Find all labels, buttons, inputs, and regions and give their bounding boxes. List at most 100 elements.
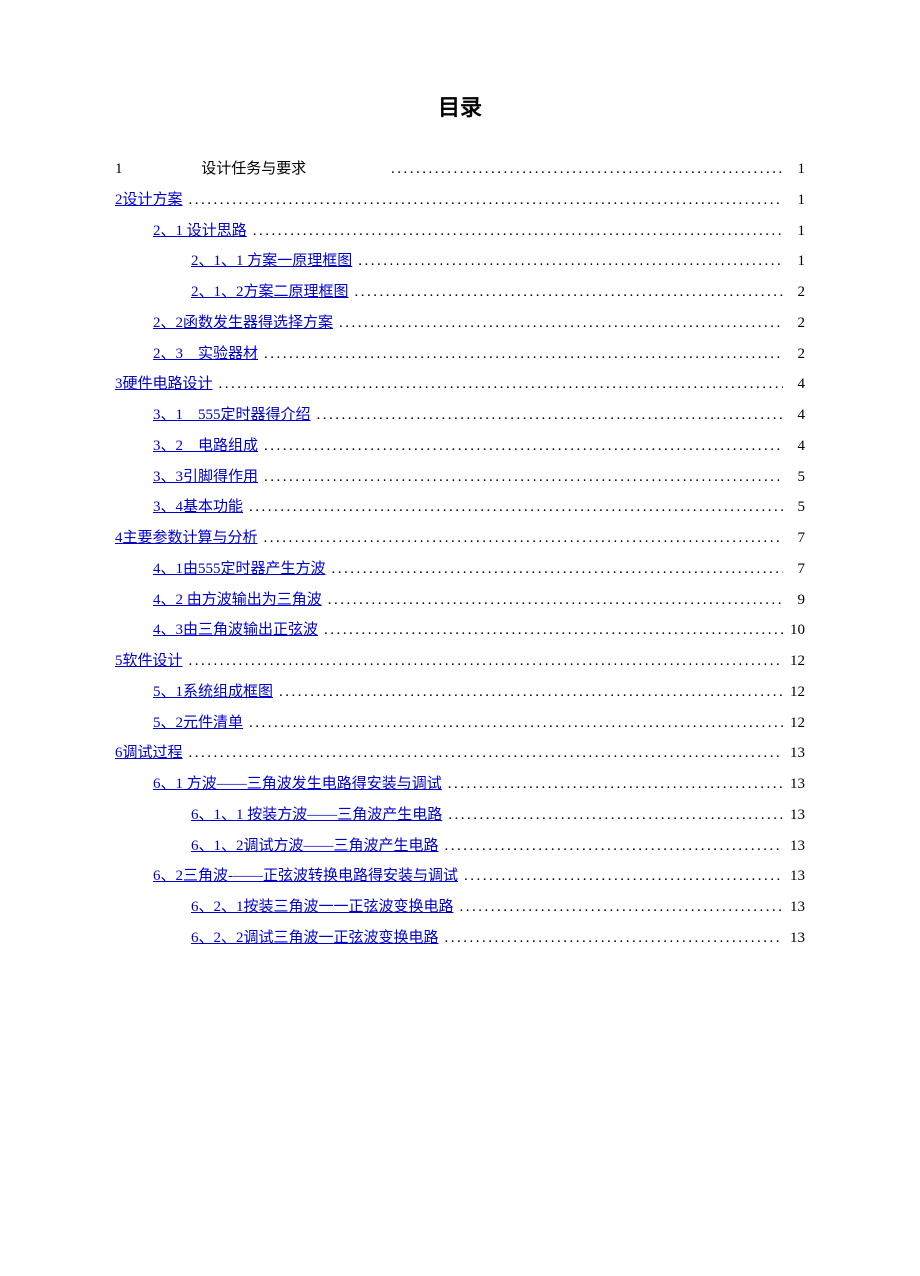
toc-entry-label[interactable]: 2、1、2方案二原理框图	[191, 277, 349, 308]
toc-page-number: 7	[787, 554, 805, 585]
toc-entry: 2、3 实验器材 2	[115, 339, 805, 370]
toc-entry-label[interactable]: 4、3由三角波输出正弦波	[153, 615, 318, 646]
toc-page-number: 5	[787, 462, 805, 493]
toc-leader-dots	[391, 154, 783, 185]
toc-page-number: 13	[787, 769, 805, 800]
toc-entry-label[interactable]: 6调试过程	[115, 738, 183, 769]
toc-leader-dots	[460, 892, 783, 923]
toc-entry: 1设计任务与要求1	[115, 154, 805, 185]
toc-page-number: 2	[787, 308, 805, 339]
toc-entry-label[interactable]: 5、2元件清单	[153, 708, 243, 739]
toc-page-number: 1	[787, 216, 805, 247]
toc-entry-label[interactable]: 2、2函数发生器得选择方案	[153, 308, 333, 339]
toc-entry-number: 1	[115, 154, 123, 185]
toc-entry-label[interactable]: 6、2、1按装三角波一一正弦波变换电路	[191, 892, 454, 923]
toc-entry-label[interactable]: 3、4基本功能	[153, 492, 243, 523]
toc-entry: 6调试过程 13	[115, 738, 805, 769]
toc-entry: 5软件设计 12	[115, 646, 805, 677]
toc-entry: 6、1、2调试方波——三角波产生电路 13	[115, 831, 805, 862]
toc-entry: 2、1 设计思路 1	[115, 216, 805, 247]
toc-page-number: 1	[787, 246, 805, 277]
toc-page-number: 13	[787, 923, 805, 954]
toc-page-number: 2	[787, 277, 805, 308]
toc-entry-label[interactable]: 6、1、2调试方波——三角波产生电路	[191, 831, 439, 862]
toc-entry-label[interactable]: 3、3引脚得作用	[153, 462, 258, 493]
toc-entry-label[interactable]: 6、2三角波-——正弦波转换电路得安装与调试	[153, 861, 458, 892]
toc-entry: 3、3引脚得作用 5	[115, 462, 805, 493]
toc-page-number: 4	[787, 400, 805, 431]
toc-leader-dots	[253, 216, 783, 247]
toc-page-number: 13	[787, 892, 805, 923]
toc-leader-dots	[189, 646, 783, 677]
toc-leader-dots	[328, 585, 783, 616]
toc-leader-dots	[317, 400, 783, 431]
toc-entry-label[interactable]: 4主要参数计算与分析	[115, 523, 258, 554]
toc-leader-dots	[324, 615, 783, 646]
toc-entry-label[interactable]: 5软件设计	[115, 646, 183, 677]
toc-leader-dots	[264, 523, 783, 554]
toc-page-number: 12	[787, 646, 805, 677]
toc-entry: 6、1 方波——三角波发生电路得安装与调试 13	[115, 769, 805, 800]
toc-leader-dots	[189, 738, 783, 769]
toc-leader-dots	[445, 923, 783, 954]
toc-leader-dots	[249, 708, 783, 739]
toc-page-number: 4	[787, 369, 805, 400]
toc-entry-label[interactable]: 6、2、2调试三角波一正弦波变换电路	[191, 923, 439, 954]
toc-entry: 6、1、1 按装方波——三角波产生电路13	[115, 800, 805, 831]
toc-page-number: 13	[787, 861, 805, 892]
toc-page-number: 10	[787, 615, 805, 646]
toc-page-number: 1	[787, 185, 805, 216]
toc-page-number: 13	[787, 738, 805, 769]
toc-entry-label[interactable]: 2、1 设计思路	[153, 216, 247, 247]
toc-entry: 4、3由三角波输出正弦波 10	[115, 615, 805, 646]
toc-entry-label[interactable]: 4、2 由方波输出为三角波	[153, 585, 322, 616]
toc-leader-dots	[448, 769, 783, 800]
toc-leader-dots	[355, 277, 783, 308]
toc-page-number: 7	[787, 523, 805, 554]
toc-leader-dots	[264, 339, 783, 370]
toc-page-number: 1	[787, 154, 805, 185]
toc-page-number: 13	[787, 831, 805, 862]
toc-entry-label[interactable]: 4、1由555定时器产生方波	[153, 554, 326, 585]
toc-entry: 2设计方案 1	[115, 185, 805, 216]
toc-page-number: 12	[787, 677, 805, 708]
toc-entry: 3、4基本功能 5	[115, 492, 805, 523]
toc-entry: 3、1 555定时器得介绍 4	[115, 400, 805, 431]
toc-entry-label[interactable]: 6、1、1 按装方波——三角波产生电路	[191, 800, 442, 831]
toc-page-number: 4	[787, 431, 805, 462]
toc-entry-text: 设计任务与要求	[123, 154, 386, 185]
toc-leader-dots	[249, 492, 783, 523]
toc-leader-dots	[279, 677, 783, 708]
toc-page-number: 2	[787, 339, 805, 370]
toc-leader-dots	[332, 554, 783, 585]
toc-entry: 3硬件电路设计 4	[115, 369, 805, 400]
toc-entry: 6、2、1按装三角波一一正弦波变换电路 13	[115, 892, 805, 923]
toc-leader-dots	[464, 861, 783, 892]
toc-entry: 5、2元件清单 12	[115, 708, 805, 739]
toc-leader-dots	[189, 185, 783, 216]
toc-entry: 2、2函数发生器得选择方案 2	[115, 308, 805, 339]
toc-page-number: 5	[787, 492, 805, 523]
toc-leader-dots	[358, 246, 783, 277]
toc-entry-label[interactable]: 2、1、1 方案一原理框图	[191, 246, 352, 277]
toc-entry-label[interactable]: 2设计方案	[115, 185, 183, 216]
toc-entry-label[interactable]: 5、1系统组成框图	[153, 677, 273, 708]
toc-entry-label[interactable]: 3、1 555定时器得介绍	[153, 400, 311, 431]
toc-title: 目录	[115, 90, 805, 122]
toc-leader-dots	[264, 431, 783, 462]
toc-leader-dots	[264, 462, 783, 493]
toc-entry-label[interactable]: 3、2 电路组成	[153, 431, 258, 462]
toc-leader-dots	[445, 831, 783, 862]
toc-page-number: 12	[787, 708, 805, 739]
toc-entry: 6、2、2调试三角波一正弦波变换电路 13	[115, 923, 805, 954]
toc-entry: 6、2三角波-——正弦波转换电路得安装与调试 13	[115, 861, 805, 892]
toc-entry-label: 1设计任务与要求	[115, 154, 385, 185]
toc-entry-label[interactable]: 6、1 方波——三角波发生电路得安装与调试	[153, 769, 442, 800]
toc-page-number: 9	[787, 585, 805, 616]
toc-entry: 2、1、2方案二原理框图 2	[115, 277, 805, 308]
toc-entry-label[interactable]: 2、3 实验器材	[153, 339, 258, 370]
toc-entry: 3、2 电路组成 4	[115, 431, 805, 462]
toc-entry: 5、1系统组成框图 12	[115, 677, 805, 708]
toc-entry-label[interactable]: 3硬件电路设计	[115, 369, 213, 400]
toc-leader-dots	[448, 800, 783, 831]
